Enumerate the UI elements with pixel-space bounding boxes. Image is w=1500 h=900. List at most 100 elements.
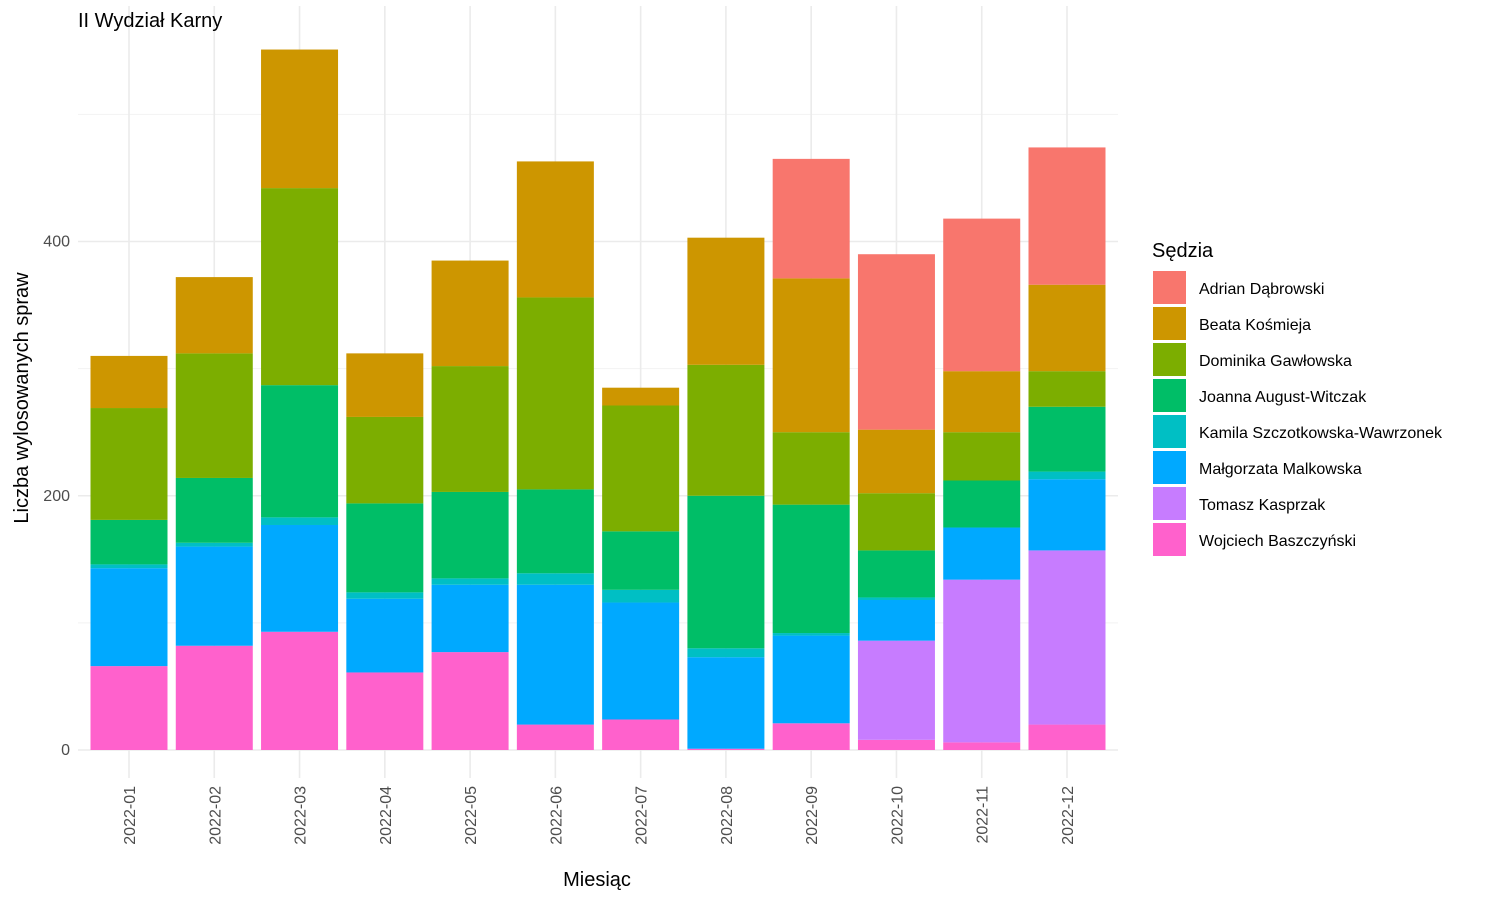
x-tick-label: 2022-01 [122, 786, 139, 845]
legend-swatch [1153, 343, 1186, 376]
bar-segment [431, 491, 509, 579]
bar-segment [772, 635, 850, 724]
bar-segment [1028, 371, 1106, 407]
bar-segment [943, 527, 1021, 580]
legend-swatch [1153, 379, 1186, 412]
bar-segment [261, 385, 339, 518]
bar-segment [431, 366, 509, 492]
bar-segment [687, 237, 765, 365]
legend-items: Adrian Dąbrowski Beata Kośmieja Dominika G… [1153, 271, 1443, 556]
bars-area [90, 49, 1106, 750]
bar-segment [90, 568, 168, 667]
bar-segment [346, 353, 424, 417]
bar-segment [431, 584, 509, 653]
bar-segment [1028, 284, 1106, 372]
bar-segment [175, 353, 253, 478]
legend-label: Tomasz Kasprzak [1199, 497, 1326, 514]
legend: Sędzia Adrian Dąbrowski Beata Kośmieja Dom… [1152, 240, 1443, 556]
bar-segment [687, 657, 765, 749]
bar-segment [175, 542, 253, 547]
x-tick-label: 2022-03 [293, 786, 310, 845]
bar-segment [175, 277, 253, 354]
bar-segment [687, 648, 765, 658]
legend-label: Małgorzata Malkowska [1199, 461, 1362, 478]
bar-segment [90, 519, 168, 565]
x-tick-label: 2022-12 [1060, 786, 1077, 845]
bar-segment [687, 364, 765, 496]
bar-segment [602, 405, 680, 532]
bar-segment [516, 161, 594, 298]
legend-label: Dominika Gawłowska [1199, 353, 1352, 370]
legend-swatch [1153, 523, 1186, 556]
bar-segment [90, 408, 168, 520]
bar-segment [772, 504, 850, 634]
bar-segment [943, 371, 1021, 433]
x-tick-label: 2022-02 [207, 786, 224, 845]
y-tick-label: 200 [43, 488, 70, 505]
bar-segment [175, 477, 253, 543]
bar-segment [857, 597, 935, 600]
chart-title: II Wydział Karny [78, 10, 222, 32]
bar-segment [90, 564, 168, 569]
y-tick-label: 0 [61, 742, 70, 759]
bar-segment [516, 297, 594, 490]
y-tick-label: 400 [43, 234, 70, 251]
bar-segment [772, 432, 850, 505]
bar-segment [857, 429, 935, 494]
bar-segment [90, 666, 168, 750]
x-tick-label: 2022-11 [975, 786, 992, 844]
bar-segment [431, 652, 509, 750]
bar-segment [857, 599, 935, 641]
bar-segment [431, 578, 509, 585]
bar-segment [175, 645, 253, 750]
bar-segment [346, 598, 424, 673]
x-tick-label: 2022-06 [548, 786, 565, 845]
bar-segment [857, 493, 935, 551]
bar-segment [857, 254, 935, 430]
bar-segment [857, 739, 935, 750]
legend-swatch [1153, 307, 1186, 340]
bar-segment [602, 602, 680, 720]
legend-label: Joanna August-Witczak [1199, 389, 1367, 406]
bar-segment [687, 748, 765, 750]
bar-segment [687, 495, 765, 649]
bar-segment [346, 503, 424, 593]
bar-segment [772, 633, 850, 636]
bar-segment [175, 546, 253, 646]
bar-segment [1028, 406, 1106, 472]
bar-segment [1028, 147, 1106, 285]
bar-segment [943, 579, 1021, 743]
bar-segment [516, 584, 594, 725]
x-tick-label: 2022-09 [804, 786, 821, 845]
x-axis-title: Miesiąc [563, 869, 631, 891]
legend-swatch [1153, 451, 1186, 484]
legend-swatch [1153, 415, 1186, 448]
bar-segment [857, 550, 935, 598]
y-axis-title: Liczba wylosowanych spraw [11, 272, 33, 524]
bar-segment [1028, 550, 1106, 725]
bar-segment [431, 260, 509, 367]
bar-segment [346, 592, 424, 599]
legend-swatch [1153, 487, 1186, 520]
bar-segment [261, 631, 339, 750]
bar-segment [261, 524, 339, 632]
bar-segment [1028, 471, 1106, 480]
bar-segment [1028, 479, 1106, 551]
bar-segment [1028, 724, 1106, 750]
y-axis-ticks: 0 200 400 [43, 234, 70, 760]
x-tick-label: 2022-07 [634, 786, 651, 845]
bar-segment [602, 387, 680, 406]
bar-segment [346, 672, 424, 750]
x-tick-label: 2022-05 [463, 786, 480, 845]
x-axis-ticks: 2022-01 2022-02 2022-03 2022-04 2022-05 2022-… [122, 786, 1077, 845]
bar-segment [943, 432, 1021, 481]
bar-segment [772, 278, 850, 433]
bar-segment [602, 531, 680, 590]
bar-segment [943, 218, 1021, 372]
bar-segment [602, 719, 680, 750]
bar-segment [261, 188, 339, 386]
legend-label: Adrian Dąbrowski [1199, 281, 1324, 298]
bar-segment [261, 517, 339, 525]
bar-segment [772, 723, 850, 750]
